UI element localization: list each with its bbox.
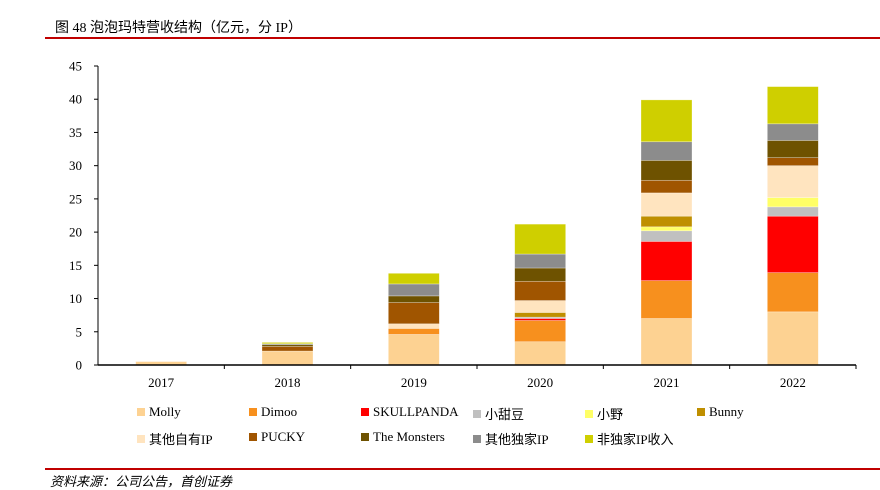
bar-segment-2021-2 bbox=[640, 241, 693, 281]
x-tick-label: 2022 bbox=[780, 375, 806, 390]
bar-segment-2017-6 bbox=[135, 360, 187, 362]
x-tick-label: 2019 bbox=[401, 375, 427, 390]
legend-label: Molly bbox=[149, 404, 181, 419]
bar-segment-2018-0 bbox=[261, 350, 314, 366]
legend-label: Bunny bbox=[709, 404, 744, 419]
stacked-bar-chart: 2017 2018 2019 2020 2021 2022 0 5 10 15 20 25 30 35 40… bbox=[69, 59, 857, 390]
legend-item: SKULLPANDA bbox=[361, 404, 458, 420]
bar-segment-2022-9 bbox=[767, 123, 819, 141]
legend-item: Molly bbox=[137, 404, 181, 420]
bar-segment-2022-0 bbox=[767, 311, 819, 366]
bar-segment-2021-0 bbox=[640, 318, 693, 366]
legend-label: 小甜豆 bbox=[485, 407, 525, 422]
bar-segment-2019-10 bbox=[388, 273, 440, 285]
y-tick-label: 10 bbox=[69, 291, 82, 306]
y-tick-label: 20 bbox=[69, 225, 82, 240]
y-tick-label: 0 bbox=[76, 358, 83, 373]
bar-segment-2020-5 bbox=[514, 312, 566, 318]
axes-group: 2017 2018 2019 2020 2021 2022 0 5 10 15 20 25 30 35 40… bbox=[69, 59, 857, 390]
bar-segment-2021-9 bbox=[640, 141, 693, 161]
legend-item: 其他自有IP bbox=[137, 429, 213, 448]
bar-segment-2022-1 bbox=[767, 272, 819, 313]
legend-swatch bbox=[585, 409, 593, 418]
legend-item: PUCKY bbox=[249, 429, 305, 445]
legend-swatch bbox=[361, 408, 369, 416]
legend-swatch bbox=[473, 434, 481, 443]
x-tick-label: 2017 bbox=[148, 375, 175, 390]
legend-item: Dimoo bbox=[249, 404, 297, 420]
y-tick-label: 30 bbox=[69, 158, 82, 173]
legend-item: 非独家IP收入 bbox=[585, 429, 674, 448]
legend-swatch bbox=[249, 408, 257, 416]
legend-label: 其他独家IP bbox=[485, 432, 549, 447]
legend-swatch bbox=[137, 434, 145, 443]
legend-swatch bbox=[585, 434, 593, 443]
y-tick-label: 15 bbox=[69, 258, 82, 273]
title-divider bbox=[45, 37, 880, 39]
bar-segment-2021-4 bbox=[640, 226, 693, 232]
bar-segment-2019-9 bbox=[388, 283, 440, 297]
bar-segment-2021-10 bbox=[640, 99, 693, 143]
legend-item: 小野 bbox=[585, 404, 623, 423]
y-tick-label: 25 bbox=[69, 191, 82, 206]
legend-label: SKULLPANDA bbox=[373, 404, 459, 419]
bar-segment-2019-6 bbox=[388, 323, 440, 329]
legend-label: PUCKY bbox=[261, 429, 306, 444]
legend-swatch bbox=[473, 409, 481, 418]
y-tick-label: 40 bbox=[69, 92, 82, 107]
bar-segment-2020-9 bbox=[514, 253, 566, 269]
bar-segment-2021-6 bbox=[640, 192, 693, 217]
legend-item: 其他独家IP bbox=[473, 429, 549, 448]
bar-segment-2020-0 bbox=[514, 341, 566, 366]
bar-segment-2020-8 bbox=[514, 267, 566, 282]
bar-segment-2019-7 bbox=[388, 302, 440, 325]
bar-segment-2020-1 bbox=[514, 320, 566, 343]
legend-label: 小野 bbox=[597, 407, 624, 422]
bar-segment-2018-10 bbox=[261, 342, 314, 345]
bar-segment-2021-1 bbox=[640, 280, 693, 319]
y-tick-label: 5 bbox=[76, 324, 83, 339]
x-tick-label: 2021 bbox=[654, 375, 680, 390]
x-tick-label: 2020 bbox=[527, 375, 553, 390]
y-tick-label: 45 bbox=[69, 59, 82, 74]
bar-segment-2022-6 bbox=[767, 165, 819, 198]
legend-swatch bbox=[137, 408, 145, 416]
legend-swatch bbox=[697, 408, 705, 416]
bar-segment-2022-8 bbox=[767, 140, 819, 158]
bar-segment-2022-4 bbox=[767, 197, 819, 208]
figure-title: 图 48 泡泡玛特营收结构（亿元，分 IP） bbox=[55, 21, 302, 36]
x-tick-label: 2018 bbox=[275, 375, 301, 390]
bar-segment-2020-7 bbox=[514, 280, 566, 301]
legend-item: Bunny bbox=[697, 404, 744, 420]
bar-segment-2019-8 bbox=[388, 295, 440, 303]
bar-segment-2022-2 bbox=[767, 215, 819, 273]
bar-segment-2019-1 bbox=[388, 328, 440, 335]
bar-segment-2021-5 bbox=[640, 215, 693, 228]
bar-segment-2019-0 bbox=[388, 334, 440, 366]
bar-segment-2022-7 bbox=[767, 157, 819, 166]
source-divider bbox=[45, 468, 880, 470]
bar-segment-2018-7 bbox=[261, 346, 314, 352]
legend-label: Dimoo bbox=[261, 404, 298, 419]
source-note: 资料来源：公司公告，首创证券 bbox=[50, 474, 233, 489]
bar-segment-2021-3 bbox=[640, 230, 693, 242]
legend-item: The Monsters bbox=[361, 429, 445, 445]
legend-label: 非独家IP收入 bbox=[597, 432, 674, 447]
legend-swatch bbox=[249, 433, 257, 441]
bar-segment-2021-7 bbox=[640, 179, 693, 194]
bar-segment-2022-10 bbox=[767, 86, 819, 125]
bar-segment-2022-3 bbox=[767, 206, 819, 217]
legend-swatch bbox=[361, 433, 369, 441]
bar-segment-2021-8 bbox=[640, 160, 693, 181]
legend-label: 其他自有IP bbox=[149, 432, 213, 447]
bars-group bbox=[135, 86, 819, 366]
bar-segment-2020-6 bbox=[514, 300, 566, 313]
legend-label: The Monsters bbox=[373, 429, 445, 444]
legend-item: 小甜豆 bbox=[473, 404, 524, 423]
y-tick-label: 35 bbox=[69, 125, 82, 140]
bar-segment-2020-10 bbox=[514, 223, 566, 255]
